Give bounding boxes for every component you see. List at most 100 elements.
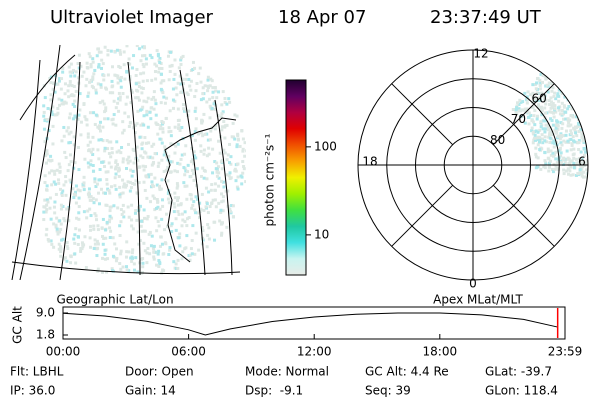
- speckle: [111, 84, 115, 88]
- speckle: [49, 75, 53, 79]
- speckle: [142, 114, 146, 118]
- info-field: Seq: 39: [365, 384, 411, 398]
- speckle: [565, 89, 569, 93]
- speckle: [127, 250, 131, 254]
- speckle: [68, 178, 72, 182]
- speckle: [96, 148, 100, 152]
- speckle: [552, 94, 556, 98]
- speckle: [124, 255, 128, 259]
- speckle: [554, 164, 558, 168]
- speckle: [91, 77, 95, 81]
- speckle: [152, 95, 156, 99]
- speckle: [121, 265, 125, 269]
- speckle: [90, 198, 94, 202]
- speckle: [187, 254, 191, 258]
- speckle: [530, 129, 534, 133]
- speckle: [72, 143, 76, 147]
- speckle: [215, 169, 219, 173]
- speckle: [94, 91, 98, 95]
- speckle: [191, 203, 195, 207]
- speckle: [215, 161, 219, 165]
- speckle: [169, 50, 173, 54]
- speckle: [189, 197, 193, 201]
- speckle: [236, 162, 240, 166]
- speckle: [523, 91, 527, 95]
- speckle: [134, 123, 138, 127]
- speckle: [210, 106, 214, 110]
- speckle: [72, 196, 76, 200]
- speckle: [130, 90, 134, 94]
- speckle: [550, 100, 554, 104]
- speckle: [142, 123, 146, 127]
- speckle: [103, 149, 107, 153]
- speckle: [58, 170, 62, 174]
- speckle: [118, 65, 122, 69]
- speckle: [154, 216, 158, 220]
- speckle: [562, 105, 566, 109]
- speckle: [60, 77, 64, 81]
- speckle: [136, 191, 140, 195]
- speckle: [120, 146, 124, 150]
- speckle: [531, 120, 535, 124]
- speckle: [132, 268, 136, 272]
- speckle: [160, 217, 164, 221]
- speckle: [159, 72, 163, 76]
- speckle: [587, 126, 588, 130]
- speckle: [43, 180, 47, 184]
- speckle: [189, 174, 193, 178]
- speckle: [44, 233, 48, 237]
- speckle: [103, 248, 107, 252]
- speckle: [583, 164, 587, 168]
- speckle: [201, 97, 205, 101]
- speckle: [181, 250, 185, 254]
- speckle: [523, 121, 527, 125]
- speckle: [76, 188, 80, 192]
- speckle: [228, 161, 232, 165]
- speckle: [162, 95, 166, 99]
- speckle: [76, 235, 80, 239]
- speckle: [56, 111, 60, 115]
- speckle: [571, 153, 575, 157]
- info-field: Mode: Normal: [245, 365, 329, 379]
- speckle: [153, 70, 157, 74]
- speckle: [61, 70, 65, 74]
- speckle: [158, 61, 162, 65]
- speckle: [79, 249, 83, 253]
- speckle: [527, 111, 531, 115]
- speckle: [67, 219, 71, 223]
- speckle: [54, 182, 58, 186]
- speckle: [562, 117, 566, 121]
- speckle: [152, 255, 156, 259]
- speckle: [587, 131, 588, 135]
- speckle: [47, 239, 51, 243]
- speckle: [85, 61, 89, 65]
- speckle: [209, 188, 213, 192]
- polar-image: 807060126018: [357, 47, 589, 291]
- speckle: [60, 238, 64, 242]
- speckle: [176, 266, 180, 270]
- speckle: [93, 177, 97, 181]
- speckle: [137, 242, 141, 246]
- speckle: [102, 102, 106, 106]
- speckle: [183, 152, 187, 156]
- speckle: [206, 211, 210, 215]
- speckle: [552, 111, 556, 115]
- speckle: [176, 161, 180, 165]
- speckle: [213, 198, 217, 202]
- speckle: [184, 144, 188, 148]
- speckle: [68, 83, 72, 87]
- speckle: [55, 168, 59, 172]
- speckle: [139, 72, 143, 76]
- speckle: [57, 247, 61, 251]
- speckle: [160, 242, 164, 246]
- speckle: [116, 206, 120, 210]
- speckle: [158, 188, 162, 192]
- speckle: [91, 135, 95, 139]
- speckle: [110, 151, 114, 155]
- speckle: [150, 106, 154, 110]
- speckle: [566, 107, 570, 111]
- speckle: [556, 123, 560, 127]
- speckle: [197, 72, 201, 76]
- speckle: [91, 75, 95, 79]
- speckle: [129, 256, 133, 260]
